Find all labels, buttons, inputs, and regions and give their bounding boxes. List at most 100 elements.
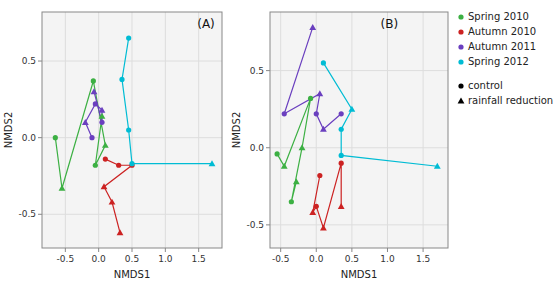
data-point (102, 142, 109, 148)
grid-line (387, 12, 388, 248)
data-point (320, 126, 327, 132)
data-point (99, 113, 106, 119)
tick-label: 1.5 (416, 254, 430, 264)
series-line (122, 38, 212, 164)
tick-label: 0.0 (22, 133, 37, 143)
plot-frame (270, 12, 448, 248)
axis-label: NMDS2 (3, 112, 14, 149)
data-point (293, 178, 300, 184)
data-point (99, 120, 104, 125)
grid-line (98, 12, 99, 248)
data-point (109, 199, 116, 205)
axis-label: NMDS2 (231, 112, 242, 149)
data-point (119, 77, 124, 82)
series-line (85, 92, 102, 138)
grid-line (165, 12, 166, 248)
grid-line (270, 70, 448, 71)
grid-line (42, 214, 222, 215)
tick-label: 0.0 (92, 254, 107, 264)
data-point (209, 160, 216, 166)
data-point (308, 96, 313, 101)
data-point (126, 35, 131, 40)
legend-marker (458, 44, 463, 49)
data-point (53, 135, 58, 140)
grid-line (280, 12, 281, 248)
tick-label: 0.5 (250, 66, 264, 76)
tick-mark (38, 214, 42, 215)
data-point (339, 153, 344, 158)
data-point (103, 157, 108, 162)
tick-mark (280, 248, 281, 252)
data-point (339, 161, 344, 166)
plot-frame (42, 12, 222, 248)
data-point (99, 107, 106, 113)
axis-label: NMDS1 (114, 269, 151, 280)
legend-marker (458, 59, 463, 64)
tick-label: -0.5 (57, 254, 75, 264)
tick-mark (38, 137, 42, 138)
legend-label: Spring 2010 (468, 11, 529, 22)
data-point (338, 203, 345, 209)
data-point (320, 225, 327, 231)
tick-label: 1.5 (192, 254, 206, 264)
data-point (82, 119, 89, 125)
panel: -0.5 0.0 0.5 1.0 1.5 -0.5 0.0 0.5 NMDS1 NMDS2 (B) (231, 12, 448, 280)
series-line (313, 163, 341, 228)
panel-label: (B) (381, 17, 399, 31)
data-point (101, 183, 108, 189)
tick-label: 0.5 (125, 254, 139, 264)
data-point (289, 199, 294, 204)
tick-mark (316, 248, 317, 252)
grid-line (270, 147, 448, 148)
data-point (93, 101, 98, 106)
tick-label: 1.0 (380, 254, 395, 264)
panel: -0.50.00.51.01.5-0.50.00.5NMDS1NMDS2(A) (3, 12, 222, 280)
data-point (321, 60, 326, 65)
legend-label: control (468, 80, 503, 91)
tick-mark (65, 248, 66, 252)
series-line (277, 98, 310, 201)
tick-label: -0.5 (18, 209, 36, 219)
data-point (281, 163, 288, 169)
tick-label: 0.0 (250, 143, 265, 153)
tick-label: 0.5 (345, 254, 359, 264)
tick-mark (266, 224, 270, 225)
data-point (434, 163, 441, 169)
tick-mark (266, 70, 270, 71)
data-point (89, 135, 94, 140)
data-point (126, 127, 131, 132)
tick-mark (98, 248, 99, 252)
tick-mark (351, 248, 352, 252)
data-point (339, 127, 344, 132)
data-point (275, 151, 280, 156)
series-line (55, 81, 105, 188)
data-point (93, 163, 98, 168)
data-point (314, 204, 319, 209)
panel-label: (A) (197, 17, 215, 31)
legend-marker (458, 98, 465, 104)
tick-label: 0.0 (309, 254, 324, 264)
plot-background (42, 12, 222, 248)
data-point (339, 111, 344, 116)
legend-label: Spring 2012 (468, 56, 529, 67)
data-group (275, 24, 441, 230)
axis-label: NMDS1 (341, 269, 378, 280)
data-point (129, 161, 134, 166)
tick-label: -0.5 (246, 220, 264, 230)
data-point (91, 78, 96, 83)
legend-label: rainfall reduction (468, 95, 553, 106)
data-point (91, 88, 98, 94)
grid-line (132, 12, 133, 248)
tick-mark (266, 147, 270, 148)
grid-line (351, 12, 352, 248)
data-point (299, 144, 306, 150)
data-point (348, 106, 355, 112)
legend: Spring 2010Autumn 2010Autumn 2011Spring … (458, 11, 554, 106)
legend-label: Autumn 2011 (468, 41, 536, 52)
tick-label: -0.5 (272, 254, 290, 264)
legend-marker (458, 14, 463, 19)
data-point (116, 163, 121, 168)
series-line (323, 63, 437, 166)
grid-line (198, 12, 199, 248)
tick-label: 1.0 (158, 254, 173, 264)
